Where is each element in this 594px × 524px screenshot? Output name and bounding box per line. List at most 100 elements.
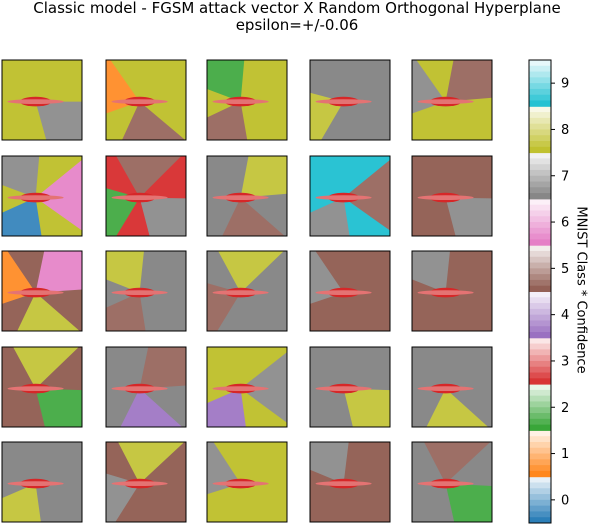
class-region	[240, 156, 287, 198]
colorbar-tick-label: 6	[561, 216, 569, 231]
class-region-3-halo	[7, 481, 64, 486]
colorbar-segment	[529, 332, 551, 339]
colorbar-segment	[529, 407, 551, 414]
heatmap-panel	[2, 251, 82, 331]
class-region-3-halo	[417, 195, 474, 201]
heatmap-panel	[412, 347, 492, 427]
colorbar-segment	[529, 164, 551, 171]
colorbar-segment	[529, 158, 551, 165]
heatmap-panel	[207, 347, 287, 427]
class-region	[207, 60, 245, 102]
class-region	[139, 347, 186, 389]
chart-title: Classic model - FGSM attack vector X Ran…	[33, 0, 561, 17]
colorbar-segment	[529, 285, 551, 292]
class-region	[445, 60, 492, 102]
class-region-3-halo	[7, 290, 64, 295]
class-region	[445, 483, 492, 522]
colorbar-segment	[529, 297, 551, 304]
colorbar-segment	[529, 459, 551, 466]
colorbar-segment	[529, 60, 551, 67]
class-region	[218, 251, 284, 293]
colorbar-segment	[529, 77, 551, 84]
class-region	[426, 388, 489, 427]
colorbar-segment	[529, 245, 551, 252]
class-region	[343, 159, 390, 231]
colorbar-segment	[529, 175, 551, 183]
class-region-3-halo	[111, 99, 168, 104]
colorbar-segment	[529, 106, 551, 113]
colorbar-segment	[529, 146, 551, 154]
colorbar-segment	[529, 274, 551, 281]
heatmap-panel	[412, 442, 492, 522]
colorbar-segment	[529, 476, 551, 483]
heatmap-panel	[412, 251, 492, 331]
panel-frame	[1, 155, 83, 237]
colorbar-segment	[529, 181, 551, 188]
colorbar-segment	[529, 291, 551, 298]
colorbar-segment	[529, 117, 551, 125]
class-region	[118, 442, 185, 484]
colorbar-segment	[529, 303, 551, 310]
colorbar-segment	[529, 169, 551, 177]
heatmap-panel	[310, 251, 390, 331]
colorbar-segment	[529, 430, 551, 437]
heatmap-panel	[2, 442, 82, 522]
colorbar-segment	[529, 141, 551, 148]
class-region-3-halo	[315, 195, 372, 201]
class-region	[116, 156, 182, 198]
colorbar-segment	[529, 308, 551, 316]
class-region	[222, 197, 285, 236]
colorbar-segment	[529, 204, 551, 211]
colorbar-segment	[529, 511, 551, 518]
heatmap-panel	[106, 251, 186, 331]
heatmap-panel	[2, 347, 82, 427]
colorbar-tick-label: 0	[561, 493, 569, 508]
colorbar-segment	[529, 372, 551, 379]
colorbar-segment	[529, 384, 551, 391]
class-region-3-halo	[111, 290, 168, 295]
panel-frame	[1, 59, 83, 141]
panel-frame	[411, 250, 493, 332]
heatmap-panel	[106, 347, 186, 427]
class-region	[120, 388, 183, 427]
colorbar-segment	[529, 343, 551, 350]
heatmap-panel	[207, 60, 287, 140]
class-region-3-halo	[111, 195, 168, 201]
class-region-3-halo	[212, 195, 269, 201]
colorbar-segment	[529, 465, 551, 472]
class-region	[445, 197, 492, 236]
class-region-3-halo	[212, 99, 269, 104]
colorbar-segment	[529, 395, 551, 402]
class-region-3-halo	[315, 99, 372, 104]
colorbar-segment	[529, 482, 551, 489]
heatmap-panel	[310, 442, 390, 522]
colorbar-segment	[529, 65, 551, 73]
colorbar-segment	[529, 250, 551, 258]
colorbar-segment	[529, 83, 551, 90]
colorbar-segment	[529, 256, 551, 264]
colorbar-segment	[529, 88, 551, 96]
chart-subtitle: epsilon=+/-0.06	[235, 16, 359, 34]
panel-frame	[309, 59, 391, 141]
class-region-3-halo	[417, 290, 474, 295]
class-region	[207, 388, 246, 427]
heatmap-panel	[310, 60, 390, 140]
colorbar-segment	[529, 239, 551, 246]
panel-frame	[105, 346, 187, 428]
colorbar-tick-label: 8	[561, 123, 569, 138]
panel-frame	[1, 441, 83, 523]
colorbar-segment	[529, 227, 551, 235]
class-region	[13, 347, 79, 389]
panel-frame	[411, 346, 493, 428]
panel-frame	[105, 250, 187, 332]
colorbar-segment	[529, 517, 551, 524]
class-region	[207, 101, 248, 140]
class-region	[2, 156, 40, 198]
colorbar-tick-label: 5	[561, 262, 569, 277]
heatmap-panel	[310, 156, 390, 236]
class-region-3-halo	[212, 386, 269, 391]
heatmap-panel	[106, 442, 186, 522]
panel-frame	[309, 346, 391, 428]
class-region	[310, 442, 349, 484]
